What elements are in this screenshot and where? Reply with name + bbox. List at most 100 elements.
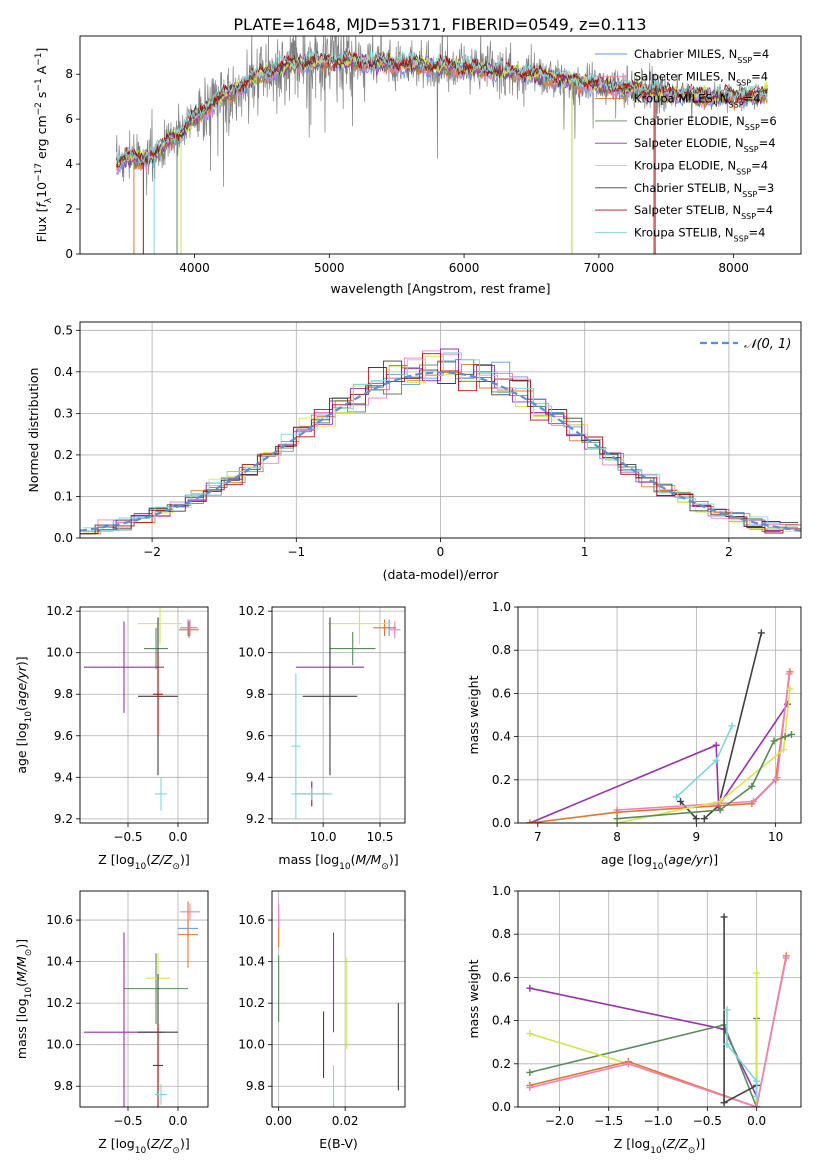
- y-tick-label: 0.4: [492, 730, 511, 744]
- y-tick-label: 6: [65, 112, 73, 126]
- y-tick-label: 4: [65, 157, 73, 171]
- weight-marker-chabrier_elodie: [781, 733, 789, 741]
- y-tick-label: 1.0: [492, 600, 511, 614]
- weight-marker-kroupa_elodie: [786, 685, 794, 693]
- y-tick-label: 0.8: [492, 927, 511, 941]
- weight-marker-kroupa_stelib: [753, 1092, 761, 1100]
- axes-frame: [517, 890, 802, 1108]
- y-tick-label: 10.2: [238, 996, 265, 1010]
- y-tick-label: 1.0: [492, 884, 511, 898]
- weight-marker-salpeter_miles: [753, 1103, 761, 1107]
- x-tick-label: 10.0: [310, 830, 337, 844]
- legend-label-normal: 𝒩(0, 1): [744, 337, 791, 352]
- age-weight-panel: 7 8 9 10 0.0 0.2 0.4 0.6 0.8 1.0 age [log10(age/yr…: [466, 600, 802, 872]
- weight-marker-chabrier_stelib: [700, 815, 708, 823]
- x-tick-label: −0.5: [113, 830, 142, 844]
- y-tick-label: 0.2: [492, 1057, 511, 1071]
- y-tick-label: 10.4: [46, 955, 73, 969]
- y-tick-label: 9.8: [54, 1079, 73, 1093]
- weight-marker-chabrier_elodie: [748, 782, 756, 790]
- model-spectrum-salpeter_stelib: [116, 49, 768, 168]
- residual-hist-kroupa_stelib: [82, 352, 801, 531]
- ebv-mass-panel: 0.00 0.02 9.8 10.0 10.2 10.4 10.6 E(B-V): [238, 890, 406, 1151]
- weight-line-salpeter_miles: [617, 673, 790, 811]
- y-tick-label: 10.2: [46, 996, 73, 1010]
- legend-label-salpeter_elodie: Salpeter ELODIE, NSSP=4: [634, 136, 776, 154]
- weight-marker-chabrier_stelib: [692, 815, 700, 823]
- axes-frame: [79, 890, 209, 1108]
- weight-line-kroupa_elodie: [616, 689, 791, 823]
- x-tick-label: 7000: [584, 261, 615, 275]
- x-tick-label: −1.0: [643, 1114, 672, 1128]
- legend-label-chabrier_stelib: Chabrier STELIB, NSSP=3: [634, 181, 774, 199]
- y-tick-label: 9.8: [246, 1079, 265, 1093]
- y-tick-label: 0.0: [54, 531, 73, 545]
- legend-label-kroupa_elodie: Kroupa ELODIE, NSSP=4: [634, 159, 768, 177]
- y-tick-label: 0.0: [492, 816, 511, 830]
- axes-frame: [271, 606, 406, 824]
- x-tick-label: 0.0: [168, 1114, 187, 1128]
- weight-marker-kroupa_stelib: [673, 793, 681, 801]
- y-tick-label: 10.6: [46, 913, 73, 927]
- weight-marker-kroupa_stelib: [723, 1040, 731, 1048]
- weight-marker-chabrier_stelib: [757, 629, 765, 637]
- x-axis-label: Z [log10(Z/Z⊙)]: [614, 1136, 705, 1156]
- y-tick-label: 10.2: [238, 604, 265, 618]
- y-tick-label: 10.0: [46, 1038, 73, 1052]
- weight-marker-salpeter_miles: [749, 797, 757, 805]
- x-tick-label: −1.5: [594, 1114, 623, 1128]
- y-tick-label: 9.2: [54, 812, 73, 826]
- x-tick-label: −2: [143, 545, 161, 559]
- y-tick-label: 0.2: [54, 448, 73, 462]
- y-tick-label: 2: [65, 202, 73, 216]
- y-tick-label: 0.1: [54, 489, 73, 503]
- figure-title: PLATE=1648, MJD=53171, FIBERID=0549, z=0…: [233, 15, 646, 34]
- x-axis-label: wavelength [Angstrom, rest frame]: [330, 281, 550, 296]
- y-tick-label: 9.6: [54, 729, 73, 743]
- weight-line-salpeter_miles: [529, 957, 787, 1107]
- x-axis-label: mass [log10(M/M⊙)]: [278, 852, 398, 872]
- model-spectrum-kroupa_stelib: [116, 50, 768, 164]
- weight-line-kroupa_miles: [529, 811, 618, 823]
- x-tick-label: 1: [581, 545, 589, 559]
- y-tick-label: 10.4: [238, 955, 265, 969]
- x-tick-label: 0: [437, 545, 445, 559]
- legend-label-chabrier_miles: Chabrier MILES, NSSP=4: [634, 47, 769, 65]
- y-axis-label: mass weight: [466, 959, 481, 1038]
- axes-frame: [517, 606, 802, 824]
- x-tick-label: 9: [693, 830, 701, 844]
- x-tick-label: 8000: [718, 261, 749, 275]
- weight-marker-chabrier_elodie: [787, 730, 795, 738]
- weight-marker-kroupa_stelib: [728, 722, 736, 730]
- weight-line-kroupa_elodie: [529, 973, 758, 1107]
- residuals-panel: −2 −1 0 1 2 0.0 0.1 0.2 0.3 0.4 0.5 𝒩(0, 1) (data-mo…: [26, 321, 802, 582]
- weight-marker-chabrier_stelib: [720, 913, 728, 921]
- weight-marker-kroupa_stelib: [753, 1077, 761, 1085]
- axes-frame: [79, 321, 802, 539]
- y-tick-label: 9.8: [246, 687, 265, 701]
- weight-line-chabrier_elodie: [529, 1018, 758, 1107]
- model-spectrum-salpeter_elodie: [116, 53, 768, 169]
- legend-label-kroupa_miles: Kroupa MILES, NSSP=4: [634, 92, 760, 110]
- weight-marker-kroupa_miles: [526, 819, 534, 823]
- weight-marker-salpeter_miles: [526, 1084, 534, 1092]
- y-tick-label: 8: [65, 67, 73, 81]
- weight-marker-kroupa_elodie: [526, 1030, 534, 1038]
- x-axis-label: age [log10(age/yr)]: [601, 852, 718, 872]
- y-tick-label: 0.4: [492, 1014, 511, 1028]
- y-tick-label: 0.6: [492, 970, 511, 984]
- weight-line-chabrier_stelib: [679, 800, 697, 820]
- x-tick-label: 4000: [179, 261, 210, 275]
- weight-marker-chabrier_elodie: [716, 806, 724, 814]
- legend-label-salpeter_stelib: Salpeter STELIB, NSSP=4: [634, 203, 773, 221]
- x-tick-label: 10: [768, 830, 783, 844]
- weight-marker-kroupa_elodie: [780, 746, 788, 754]
- weight-marker-salpeter_miles: [624, 1060, 632, 1068]
- z-age-panel: −0.5 0.0 9.2 9.4 9.6 9.8 10.0 10.2 Z [log10(Z/Z⊙…: [14, 604, 209, 872]
- x-axis-label: Z [log10(Z/Z⊙)]: [98, 1136, 189, 1156]
- x-tick-label: 0.00: [265, 1114, 292, 1128]
- x-tick-label: 10.5: [367, 830, 394, 844]
- legend-label-chabrier_elodie: Chabrier ELODIE, NSSP=6: [634, 114, 777, 131]
- y-tick-label: 9.2: [246, 812, 265, 826]
- x-tick-label: 8: [613, 830, 621, 844]
